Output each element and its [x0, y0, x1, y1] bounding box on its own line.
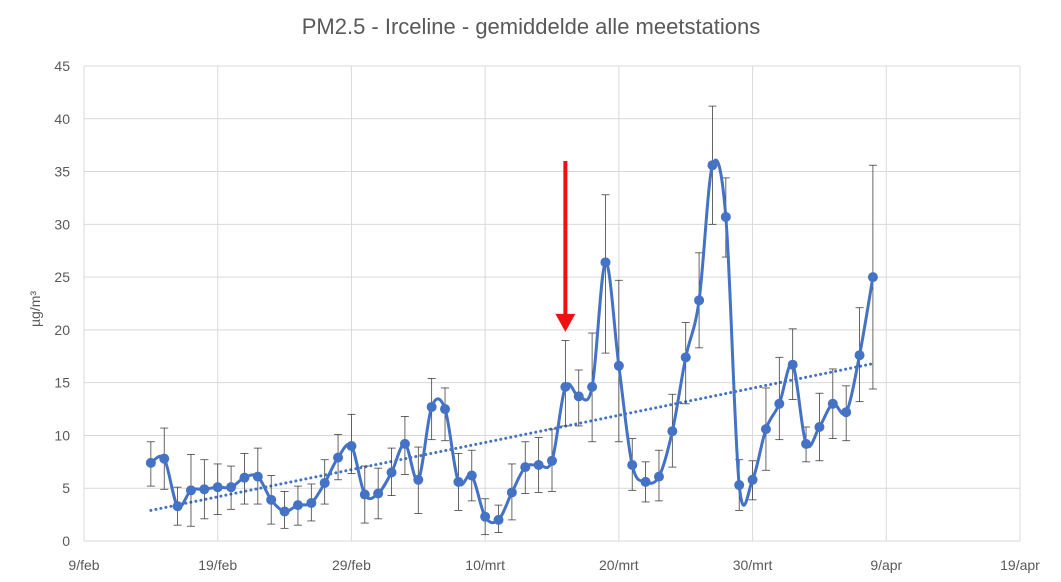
data-point: [627, 460, 638, 470]
data-point: [827, 398, 838, 409]
data-point: [600, 257, 611, 268]
data-point: [226, 482, 237, 493]
gridlines: [83, 65, 1021, 542]
x-tick-label: 20/mrt: [599, 557, 639, 573]
data-point: [667, 426, 678, 437]
y-tick-label: 30: [54, 216, 70, 232]
y-tick-label: 35: [54, 164, 70, 180]
data-point: [587, 381, 598, 392]
annotation-arrow: [555, 161, 576, 332]
data-point: [159, 453, 170, 464]
data-point: [801, 438, 812, 449]
data-point: [653, 471, 664, 482]
error-bars: [146, 105, 877, 536]
data-point: [453, 476, 464, 487]
x-axis-ticks: 9/feb 19/feb 29/feb 10/mrt 20/mrt 30/mrt 9/apr…: [68, 557, 1040, 573]
data-point: [573, 391, 584, 402]
data-point: [413, 474, 424, 485]
y-tick-label: 25: [54, 269, 70, 285]
data-point: [440, 404, 451, 415]
data-point: [506, 487, 517, 498]
y-tick-label: 5: [62, 480, 70, 496]
data-point: [547, 455, 557, 466]
data-point: [319, 477, 330, 488]
x-tick-label: 19/apr: [1000, 557, 1040, 573]
data-point: [707, 160, 718, 171]
chart-title: PM2.5 - Irceline - gemiddelde alle meets…: [302, 14, 761, 39]
data-point: [292, 500, 303, 511]
data-point: [373, 488, 384, 499]
y-tick-label: 45: [54, 58, 70, 74]
series-line: [150, 158, 875, 525]
data-point: [774, 398, 785, 409]
data-point: [560, 381, 571, 392]
data-point: [399, 438, 410, 449]
y-tick-label: 0: [62, 533, 70, 549]
arrow-head: [555, 313, 576, 332]
data-point: [172, 501, 183, 512]
data-point: [306, 498, 317, 508]
data-point: [333, 452, 344, 463]
data-point: [426, 401, 437, 412]
data-point: [760, 424, 771, 435]
data-point: [359, 489, 370, 500]
data-point: [854, 350, 865, 361]
data-point: [613, 360, 624, 371]
data-point: [212, 482, 223, 493]
x-tick-label: 9/feb: [68, 557, 99, 573]
data-point: [266, 494, 277, 505]
data-point: [747, 474, 758, 485]
data-point: [185, 485, 196, 496]
data-point: [680, 352, 691, 363]
data-point: [841, 407, 852, 418]
x-tick-label: 9/apr: [870, 557, 902, 573]
data-point: [520, 462, 531, 473]
data-point: [199, 484, 210, 495]
y-tick-label: 20: [54, 322, 70, 338]
y-tick-label: 10: [54, 427, 70, 443]
data-point: [787, 359, 798, 370]
data-point: [867, 272, 878, 283]
data-point: [640, 476, 651, 487]
data-point: [252, 471, 263, 482]
x-tick-label: 29/feb: [332, 557, 371, 573]
x-tick-label: 19/feb: [198, 557, 237, 573]
data-point: [346, 441, 357, 451]
data-point: [720, 211, 731, 222]
data-point: [533, 460, 544, 470]
data-point: [493, 514, 504, 525]
data-point: [145, 457, 156, 468]
x-tick-label: 30/mrt: [733, 557, 773, 573]
y-axis-ticks: 0 5 10 15 20 25 30 35 40 45: [54, 58, 70, 549]
data-series: [145, 158, 878, 525]
data-point: [694, 295, 705, 306]
data-point: [466, 470, 477, 481]
data-point: [480, 511, 491, 522]
data-point: [239, 472, 250, 483]
y-tick-label: 40: [54, 111, 70, 127]
x-tick-label: 10/mrt: [465, 557, 505, 573]
data-point: [734, 480, 745, 491]
data-point: [279, 506, 290, 517]
data-point: [814, 422, 825, 432]
y-tick-label: 15: [54, 375, 70, 391]
data-point: [386, 467, 397, 478]
y-axis-label: µg/m³: [27, 291, 43, 327]
